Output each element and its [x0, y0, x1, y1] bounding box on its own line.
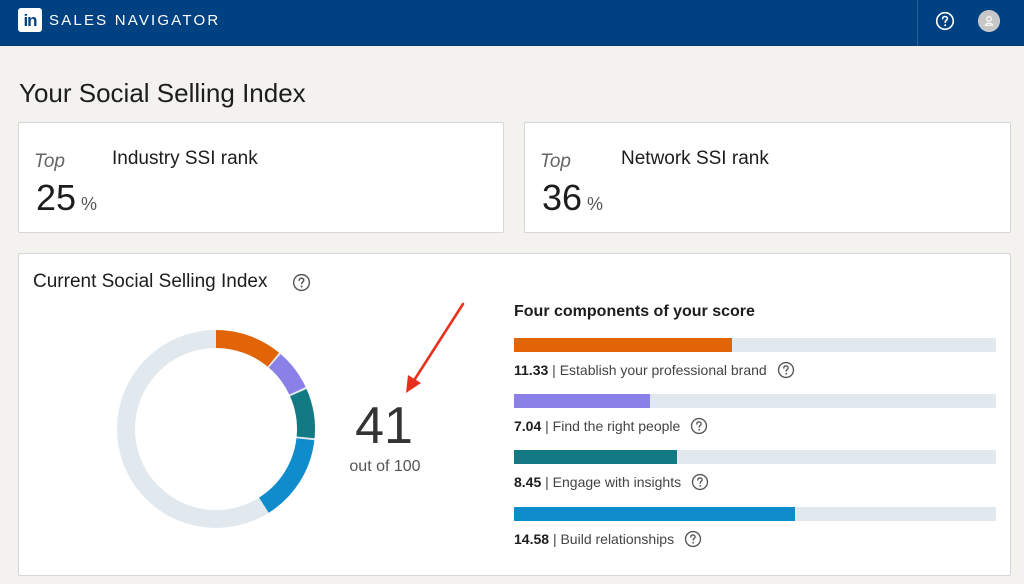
brand-name: SALES NAVIGATOR [49, 12, 221, 29]
donut-segment-3 [289, 388, 315, 439]
component-separator: | [545, 474, 549, 490]
help-icon[interactable] [935, 11, 955, 31]
donut-segment-2 [268, 354, 306, 395]
component-separator: | [552, 362, 556, 378]
linkedin-logo[interactable]: in [18, 8, 42, 32]
industry-rank-card: Top Industry SSI rank 25 % [18, 122, 504, 233]
page-title: Your Social Selling Index [19, 78, 306, 108]
component-score: 14.58 [514, 531, 550, 547]
help-icon[interactable] [691, 473, 709, 491]
component-name: Engage with insights [552, 474, 682, 490]
help-icon[interactable] [777, 361, 795, 379]
component-engage-insights: 8.45 | Engage with insights [514, 450, 996, 492]
component-label: 11.33 | Establish your professional bran… [514, 362, 795, 380]
component-build-relationships: 14.58 | Build relationships [514, 507, 996, 549]
ssi-score: 41 [355, 397, 413, 455]
component-name: Establish your professional brand [559, 362, 767, 378]
help-icon[interactable] [684, 530, 702, 548]
component-bar-fill [514, 450, 677, 464]
component-bar-fill [514, 394, 650, 408]
donut-segment-4 [258, 437, 315, 513]
component-score: 8.45 [514, 474, 542, 490]
components-title: Four components of your score [514, 303, 755, 320]
annotation-arrow-icon [406, 302, 465, 393]
ssi-score-out-of: out of 100 [349, 458, 421, 475]
component-score: 7.04 [514, 418, 542, 434]
component-bar-fill [514, 507, 795, 521]
rank-top-label: Top [540, 151, 571, 172]
component-label: 7.04 | Find the right people [514, 418, 708, 436]
topbar-divider [917, 0, 918, 46]
help-icon[interactable] [292, 273, 311, 292]
component-separator: | [545, 418, 549, 434]
rank-unit: % [587, 194, 604, 214]
avatar-icon[interactable] [978, 10, 1000, 32]
ssi-donut-chart [117, 330, 315, 528]
top-navigation-bar: in SALES NAVIGATOR [0, 0, 1024, 46]
rank-value: 36 [542, 177, 583, 218]
rank-value: 25 [36, 177, 77, 218]
network-rank-card: Top Network SSI rank 36 % [524, 122, 1011, 233]
donut-segment-1 [215, 330, 280, 367]
component-name: Find the right people [552, 418, 681, 434]
component-bar-fill [514, 338, 732, 352]
ssi-title: Current Social Selling Index [33, 271, 268, 292]
component-score: 11.33 [514, 362, 549, 378]
rank-unit: % [81, 194, 98, 214]
component-separator: | [552, 531, 557, 547]
rank-top-label: Top [34, 151, 65, 172]
rank-title: Industry SSI rank [112, 148, 258, 169]
current-ssi-card: Current Social Selling Index 41 out of 1… [18, 253, 1011, 576]
help-icon[interactable] [690, 417, 708, 435]
component-find-people: 7.04 | Find the right people [514, 394, 996, 436]
component-label: 8.45 | Engage with insights [514, 474, 709, 492]
rank-title: Network SSI rank [621, 148, 769, 169]
component-establish-brand: 11.33 | Establish your professional bran… [514, 338, 996, 380]
component-label: 14.58 | Build relationships [514, 531, 702, 549]
component-name: Build relationships [560, 531, 675, 547]
